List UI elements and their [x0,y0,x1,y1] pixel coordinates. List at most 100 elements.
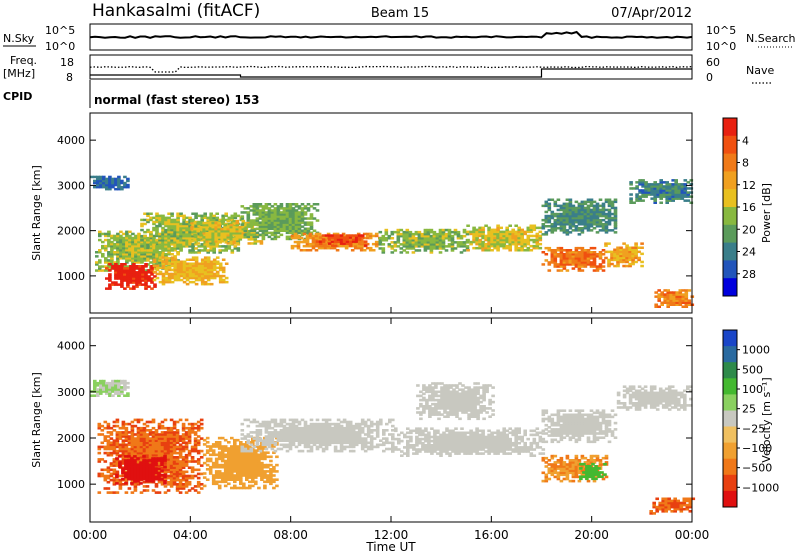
data-cell [251,480,255,484]
data-cell [206,282,211,286]
data-cell [309,213,314,216]
data-cell [188,272,193,276]
data-cell [589,210,594,214]
data-cell [259,240,264,243]
data-cell [197,214,201,218]
data-cell [559,223,564,226]
data-cell [248,474,252,477]
data-cell [490,244,494,248]
data-cell [196,483,201,486]
data-cell [175,468,180,472]
data-cell [562,212,567,216]
data-cell [108,390,112,393]
data-cell [562,229,567,232]
data-cell [589,261,594,264]
data-cell [348,238,353,241]
data-cell [351,238,356,241]
data-cell [119,230,123,234]
data-cell [126,283,130,286]
data-cell [164,272,169,276]
data-cell [236,457,240,461]
data-cell [127,463,131,466]
data-cell [107,242,111,246]
colorbar-segment [723,207,737,226]
data-cell [160,447,165,451]
data-cell [227,468,231,471]
data-cell [311,244,316,248]
data-cell [123,287,127,290]
data-cell [164,256,169,259]
data-cell [571,220,576,224]
data-cell [158,261,162,264]
data-cell [172,445,177,449]
data-cell [438,232,443,236]
data-cell [565,257,570,260]
data-cell [203,280,208,284]
data-cell [478,226,482,230]
data-cell [105,183,109,187]
data-cell [98,265,102,268]
data-cell [238,232,243,235]
data-cell [214,240,218,243]
data-cell [155,239,159,242]
data-cell [176,270,181,274]
data-cell [233,480,237,484]
data-cell [547,220,552,224]
data-cell [149,212,153,215]
data-cell [197,234,201,238]
data-cell [469,230,473,234]
data-cell [158,214,162,218]
data-cell [529,228,534,232]
data-cell [580,257,585,260]
data-cell [206,270,211,274]
data-cell [261,443,266,447]
data-cell [99,185,103,189]
data-cell [273,229,278,232]
data-cell [227,459,231,463]
data-cell [106,474,111,478]
data-cell [193,230,197,233]
data-cell [121,441,126,445]
data-cell [208,459,213,463]
data-cell [227,474,231,477]
data-cell [260,447,264,450]
data-cell [662,181,666,184]
data-cell [136,447,141,451]
data-cell [227,441,231,444]
station-title: Hankasalmi (fitACF) [92,1,260,21]
data-cell [95,263,99,266]
data-cell [139,463,143,466]
data-cell [129,271,133,274]
data-cell [182,266,187,270]
data-cell [114,269,118,272]
data-cell [111,379,115,383]
data-cell [157,462,162,465]
data-cell [481,246,485,250]
data-cell [285,213,290,216]
data-cell [164,260,169,263]
data-cell [565,214,570,218]
data-cell [116,234,120,238]
data-cell [188,237,192,240]
data-cell [571,223,576,226]
data-cell [133,418,138,422]
data-cell [496,246,500,250]
data-cell [306,221,311,224]
data-cell [547,206,552,210]
data-cell [122,251,126,254]
data-cell [107,230,111,234]
data-cell [288,231,293,235]
data-cell [650,183,654,186]
data-cell [233,216,238,220]
data-cell [120,267,124,270]
data-cell [176,239,180,242]
data-cell [175,485,180,488]
data-cell [671,189,675,192]
data-cell [130,431,135,434]
data-cell [261,223,266,226]
data-cell [638,181,642,184]
data-cell [120,263,124,266]
data-cell [121,431,126,434]
data-cell [426,239,431,242]
data-cell [172,460,177,463]
